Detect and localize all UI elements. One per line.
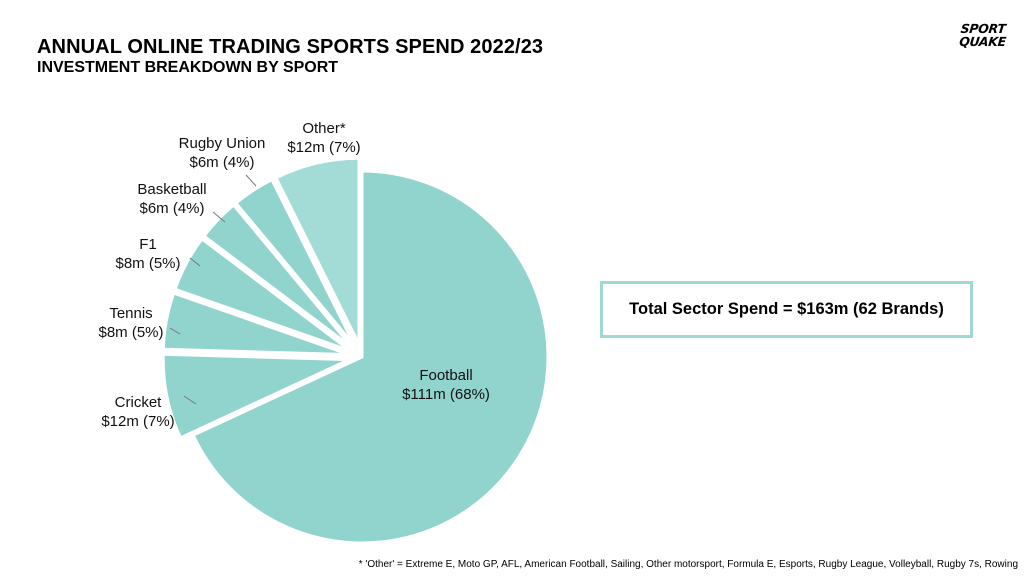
pie-slice-tennis xyxy=(161,291,351,357)
leader-line-cricket xyxy=(183,395,197,405)
total-spend-text: Total Sector Spend = $163m (62 Brands) xyxy=(629,300,944,318)
leader-line-rugby-union xyxy=(245,174,257,187)
slice-label-basketball: Basketball xyxy=(137,181,206,198)
slice-value-other: $12m (7%) xyxy=(287,139,360,156)
slice-label-other: Other* xyxy=(302,120,346,137)
slice-value-football: $111m (68%) xyxy=(402,386,490,403)
pie-slice-football xyxy=(191,169,550,545)
slice-value-cricket: $12m (7%) xyxy=(101,413,174,430)
slice-value-basketball: $6m (4%) xyxy=(139,200,204,217)
slice-value-rugby-union: $6m (4%) xyxy=(189,154,254,171)
chart-subtitle: INVESTMENT BREAKDOWN BY SPORT xyxy=(37,59,339,76)
slice-label-football: Football xyxy=(419,367,472,384)
slice-label-tennis: Tennis xyxy=(109,305,152,322)
pie-slice-other xyxy=(274,156,361,346)
leader-line-tennis xyxy=(169,327,181,335)
slice-value-f1: $8m (5%) xyxy=(115,255,180,272)
pie-slice-basketball xyxy=(202,203,355,350)
pie-slice-rugby-union xyxy=(234,178,357,348)
pie-slice-f1 xyxy=(173,237,352,353)
footnote: * 'Other' = Extreme E, Moto GP, AFL, Ame… xyxy=(358,559,1018,570)
slice-label-f1: F1 xyxy=(139,236,157,253)
chart-title: ANNUAL ONLINE TRADING SPORTS SPEND 2022/… xyxy=(37,36,544,58)
total-spend-box: Total Sector Spend = $163m (62 Brands) xyxy=(600,281,973,338)
leader-line-basketball xyxy=(212,211,226,223)
slice-value-tennis: $8m (5%) xyxy=(98,324,163,341)
slice-label-rugby-union: Rugby Union xyxy=(179,135,266,152)
leader-line-f1 xyxy=(189,257,201,267)
pie-slice-cricket xyxy=(161,352,351,440)
slice-label-cricket: Cricket xyxy=(115,394,163,411)
